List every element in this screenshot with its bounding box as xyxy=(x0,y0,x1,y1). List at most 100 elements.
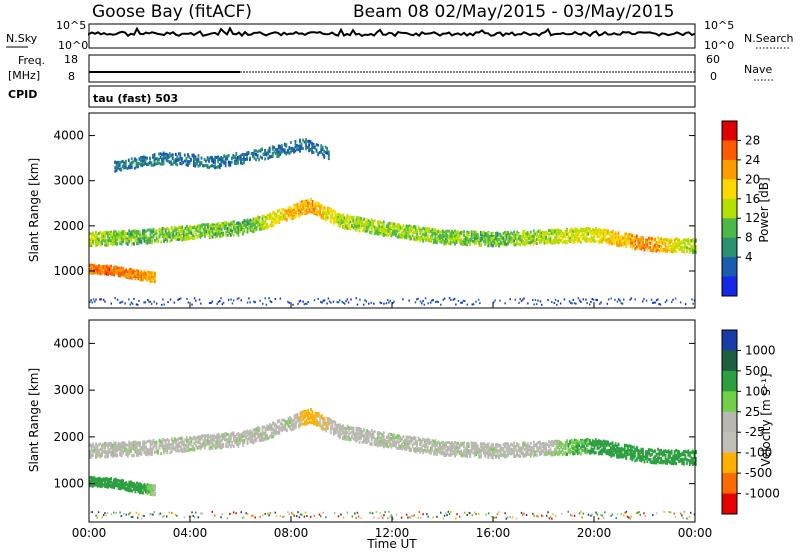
heatmap-cell xyxy=(631,245,634,249)
heatmap-cell xyxy=(149,228,152,232)
heatmap-cell xyxy=(164,238,167,241)
heatmap-cell xyxy=(142,275,144,279)
heatmap-cell xyxy=(133,298,135,300)
heatmap-cell xyxy=(108,265,111,269)
heatmap-cell xyxy=(581,231,584,235)
heatmap-cell xyxy=(317,153,320,157)
heatmap-cell xyxy=(211,157,213,161)
heatmap-cell xyxy=(305,211,308,215)
heatmap-cell xyxy=(114,166,117,170)
heatmap-cell xyxy=(299,206,302,210)
heatmap-cell xyxy=(623,234,626,238)
heatmap-cell xyxy=(657,236,659,240)
heatmap-cell xyxy=(186,444,188,448)
heatmap-cell xyxy=(398,232,400,236)
heatmap-cell xyxy=(651,241,653,245)
heatmap-cell xyxy=(133,166,136,170)
heatmap-cell xyxy=(107,446,109,450)
heatmap-cell xyxy=(143,446,146,450)
heatmap-cell xyxy=(189,225,191,229)
heatmap-cell xyxy=(435,236,438,240)
heatmap-cell xyxy=(132,271,135,275)
heatmap-cell xyxy=(182,236,185,240)
heatmap-cell xyxy=(435,241,438,245)
heatmap-cell xyxy=(244,153,247,156)
heatmap-cell xyxy=(567,235,570,239)
heatmap-cell xyxy=(619,299,621,302)
heatmap-cell xyxy=(131,268,134,272)
heatmap-cell xyxy=(175,227,178,231)
heatmap-cell xyxy=(572,235,575,239)
heatmap-cell xyxy=(246,437,249,441)
heatmap-cell xyxy=(361,222,364,226)
heatmap-cell xyxy=(227,154,230,158)
heatmap-cell xyxy=(93,445,96,449)
heatmap-cell xyxy=(139,237,141,241)
heatmap-cell xyxy=(621,302,624,305)
heatmap-cell xyxy=(599,237,602,241)
heatmap-cell xyxy=(148,271,150,275)
heatmap-cell xyxy=(345,226,347,230)
heatmap-cell xyxy=(655,246,658,250)
heatmap-cell xyxy=(110,442,112,445)
heatmap-cell xyxy=(261,147,263,151)
heatmap-cell xyxy=(202,444,205,448)
heatmap-cell xyxy=(657,246,659,250)
heatmap-cell xyxy=(290,217,293,221)
station-title: Goose Bay (fitACF) xyxy=(92,2,252,22)
heatmap-cell xyxy=(429,238,432,242)
heatmap-cell xyxy=(161,153,163,157)
heatmap-cell xyxy=(114,234,117,238)
heatmap-cell xyxy=(463,233,465,237)
heatmap-cell xyxy=(323,299,326,302)
heatmap-cell xyxy=(299,201,302,205)
heatmap-cell xyxy=(175,237,178,241)
heatmap-cell xyxy=(187,234,190,238)
heatmap-cell xyxy=(345,221,347,225)
heatmap-cell xyxy=(230,298,232,301)
heatmap-cell xyxy=(598,235,600,239)
heatmap-cell xyxy=(237,221,240,225)
heatmap-cell xyxy=(202,232,205,236)
heatmap-cell xyxy=(269,223,272,227)
heatmap-cell xyxy=(520,300,523,303)
heatmap-cell xyxy=(148,448,150,452)
heatmap-cell xyxy=(321,148,324,151)
heatmap-cell xyxy=(534,241,537,245)
heatmap-cell xyxy=(435,232,438,236)
heatmap-cell xyxy=(476,233,479,236)
heatmap-cell xyxy=(402,224,405,228)
heatmap-cell xyxy=(467,233,470,237)
heatmap-cell xyxy=(129,235,132,239)
heatmap-cell xyxy=(114,269,117,273)
heatmap-cell xyxy=(610,243,612,246)
heatmap-cell xyxy=(319,212,322,216)
heatmap-cell xyxy=(322,213,325,217)
heatmap-cell xyxy=(132,274,135,278)
heatmap-cell xyxy=(392,222,394,226)
heatmap-cell xyxy=(93,270,96,274)
heatmap-cell xyxy=(207,440,209,444)
heatmap-cell xyxy=(265,303,268,306)
heatmap-cell xyxy=(479,230,482,234)
heatmap-cell xyxy=(204,228,206,231)
heatmap-cell xyxy=(321,145,324,149)
heatmap-cell xyxy=(158,152,160,156)
heatmap-cell xyxy=(222,224,225,228)
heatmap-cell xyxy=(326,216,329,220)
heatmap-cell xyxy=(449,237,452,241)
heatmap-cell xyxy=(507,235,509,238)
heatmap-cell xyxy=(411,227,414,231)
heatmap-cell xyxy=(676,238,679,242)
heatmap-cell xyxy=(547,298,549,301)
heatmap-cell xyxy=(242,221,244,225)
heatmap-cell xyxy=(217,222,220,225)
heatmap-cell xyxy=(137,448,140,452)
heatmap-cell xyxy=(366,223,368,227)
heatmap-cell xyxy=(587,227,590,231)
heatmap-cell xyxy=(162,162,165,166)
heatmap-cell xyxy=(96,450,99,454)
heatmap-cell xyxy=(573,235,576,239)
heatmap-cell xyxy=(123,448,126,452)
heatmap-cell xyxy=(151,453,153,456)
